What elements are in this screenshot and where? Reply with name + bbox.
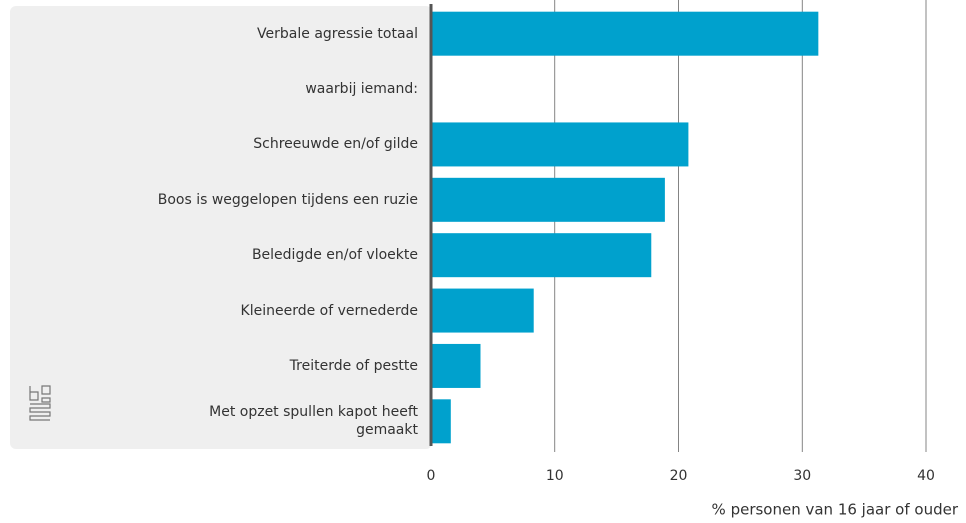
x-axis-title: % personen van 16 jaar of ouder — [712, 501, 959, 519]
y-tick-label: Boos is weggelopen tijdens een ruzie — [157, 191, 418, 208]
bar — [431, 177, 665, 222]
bar — [431, 122, 689, 167]
y-tick-label: Treiterde of pestte — [289, 357, 418, 374]
x-tick-label: 30 — [793, 468, 811, 484]
label-panel — [10, 6, 432, 449]
bar — [431, 233, 652, 278]
y-tick-label: Beledigde en/of vloekte — [251, 247, 418, 264]
logo — [29, 385, 51, 421]
x-tick-label: 0 — [427, 468, 436, 484]
y-tick-label: Met opzet spullen kapot heeft gemaakt — [209, 404, 418, 439]
bar — [431, 11, 819, 56]
x-tick-label: 40 — [917, 468, 935, 484]
y-tick-label: waarbij iemand: — [305, 81, 418, 98]
bar — [431, 343, 481, 388]
x-tick-label: 10 — [546, 468, 564, 484]
y-tick-label: Kleineerde of vernederde — [240, 302, 418, 319]
bar — [431, 288, 534, 333]
y-tick-label: Schreeuwde en/of gilde — [253, 136, 418, 153]
x-tick-label: 20 — [670, 468, 688, 484]
bar — [431, 399, 451, 444]
y-tick-label: Verbale agressie totaal — [257, 25, 418, 42]
